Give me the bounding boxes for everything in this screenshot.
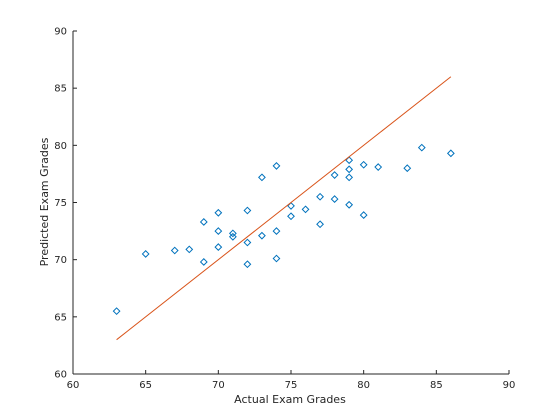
data-point <box>359 211 368 219</box>
data-point <box>330 171 339 179</box>
data-point <box>141 250 150 258</box>
data-point <box>258 173 266 182</box>
data-point <box>316 220 324 229</box>
x-axis-label: Actual Exam Grades <box>234 393 346 406</box>
x-tick-label: 75 <box>285 380 298 391</box>
data-point <box>228 232 237 241</box>
data-point <box>214 208 223 217</box>
x-tick-label: 70 <box>212 380 225 391</box>
data-point <box>330 195 339 203</box>
fit-line <box>116 76 452 341</box>
y-tick-label: 60 <box>54 370 67 381</box>
data-point <box>403 164 412 173</box>
data-point <box>199 218 208 226</box>
y-tick-label: 70 <box>54 255 67 266</box>
tick-marks <box>72 30 510 375</box>
data-point <box>359 160 368 169</box>
data-point <box>214 227 223 235</box>
data-point <box>301 205 310 214</box>
y-tick-label: 85 <box>54 84 67 95</box>
data-point <box>112 307 121 316</box>
x-tick-label: 65 <box>139 380 152 391</box>
data-point <box>272 162 281 170</box>
data-layer <box>112 76 455 341</box>
data-point <box>243 238 252 247</box>
x-tick-label: 90 <box>503 380 516 391</box>
data-point <box>214 243 223 251</box>
data-point <box>258 231 266 240</box>
data-point <box>417 143 426 152</box>
data-point <box>185 245 194 254</box>
data-point <box>345 156 354 165</box>
data-point <box>287 212 295 221</box>
data-point <box>272 254 281 263</box>
tick-labels: 60 65 70 75 80 85 90 60 65 70 75 80 85 90 <box>54 27 515 392</box>
data-point <box>243 260 252 269</box>
y-tick-label: 75 <box>54 198 67 209</box>
data-point <box>272 227 281 235</box>
y-tick-label: 65 <box>54 312 67 323</box>
y-tick-label: 90 <box>54 27 67 38</box>
data-point <box>316 192 324 201</box>
data-point <box>170 246 179 255</box>
y-axis-label: Predicted Exam Grades <box>38 137 51 266</box>
data-point <box>345 200 354 209</box>
data-point <box>345 173 354 182</box>
data-point <box>228 229 237 238</box>
data-point <box>243 206 252 215</box>
x-tick-label: 85 <box>430 380 443 391</box>
data-point <box>345 165 354 174</box>
data-point <box>199 258 208 266</box>
x-tick-label: 80 <box>357 380 370 391</box>
data-point <box>287 202 295 210</box>
x-tick-label: 60 <box>67 380 80 391</box>
data-point <box>374 163 383 171</box>
data-point <box>446 149 455 158</box>
y-tick-label: 80 <box>54 141 67 152</box>
